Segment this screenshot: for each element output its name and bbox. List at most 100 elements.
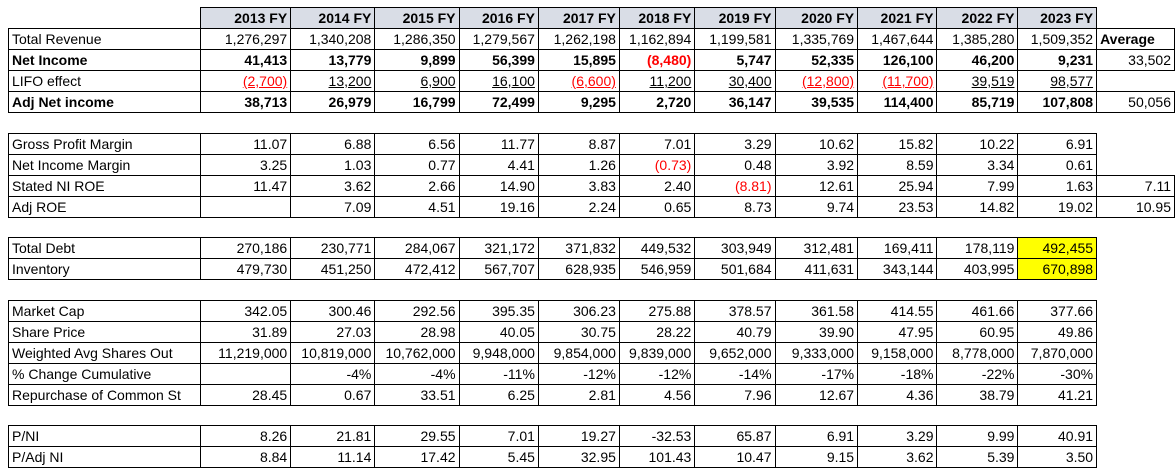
value-cell[interactable]: 15,895 [537,49,620,71]
value-cell[interactable]: 1,335,769 [774,28,859,50]
row-label-cell[interactable]: % Change Cumulative [8,362,201,385]
value-cell[interactable]: -12% [618,362,696,385]
value-cell[interactable]: 5,747 [694,49,776,71]
value-cell[interactable]: 0.67 [290,383,376,406]
value-cell[interactable]: 39,519 [936,70,1019,92]
value-cell[interactable]: 28.98 [374,320,460,343]
value-cell[interactable]: 6.56 [374,132,460,155]
value-cell[interactable]: (2,700) [199,70,292,92]
value-cell[interactable]: 1.03 [290,153,376,176]
value-cell[interactable]: 3.62 [290,174,376,197]
row-label-cell[interactable]: Stated NI ROE [8,174,201,197]
value-cell[interactable]: 3.25 [199,153,292,176]
row-label-cell[interactable]: Adj ROE [8,195,201,218]
value-cell[interactable]: 8.59 [857,153,938,176]
value-cell[interactable]: 0.61 [1017,153,1098,176]
value-cell[interactable]: 10.62 [774,132,859,155]
value-cell[interactable]: 7.99 [936,174,1019,197]
value-cell[interactable]: 6.91 [774,425,859,447]
value-cell[interactable]: 451,250 [290,258,376,280]
value-cell[interactable]: 169,411 [857,237,938,259]
value-cell[interactable]: 449,532 [618,237,696,259]
value-cell[interactable]: 284,067 [374,237,460,259]
header-corner-cell[interactable] [9,8,201,29]
average-cell[interactable]: Average [1096,28,1175,50]
row-label-cell[interactable]: Market Cap [8,299,201,322]
year-header-cell[interactable]: 2013 FY [199,7,292,29]
value-cell[interactable] [199,362,292,385]
value-cell[interactable]: -30% [1017,362,1098,385]
value-cell[interactable]: 13,779 [290,49,376,71]
average-cell[interactable] [1097,259,1175,280]
average-cell[interactable] [1097,384,1175,405]
row-label-cell[interactable]: Total Revenue [8,28,201,50]
average-cell[interactable]: 50,056 [1096,91,1175,113]
value-cell[interactable]: 321,172 [458,237,539,259]
value-cell[interactable]: 3.62 [857,446,938,468]
value-cell[interactable]: 492,455 [1017,237,1098,259]
year-header-cell[interactable]: 2019 FY [694,7,776,29]
value-cell[interactable]: 0.65 [618,195,696,218]
value-cell[interactable]: 11.47 [199,174,292,197]
value-cell[interactable]: 1.63 [1017,174,1098,197]
value-cell[interactable]: 114,400 [857,91,938,113]
value-cell[interactable]: 7.09 [290,195,376,218]
value-cell[interactable]: 8.73 [694,195,776,218]
value-cell[interactable]: 270,186 [199,237,292,259]
value-cell[interactable]: -4% [374,362,460,385]
value-cell[interactable]: 361.58 [774,299,859,322]
year-header-cell[interactable]: 2016 FY [458,7,539,29]
average-cell[interactable] [1097,238,1175,259]
value-cell[interactable]: 19.16 [458,195,539,218]
value-cell[interactable]: 501,684 [694,258,776,280]
value-cell[interactable]: 72,499 [458,91,539,113]
row-label-cell[interactable]: Gross Profit Margin [8,132,201,155]
value-cell[interactable]: 6.88 [290,132,376,155]
value-cell[interactable]: 9,652,000 [694,341,776,364]
value-cell[interactable]: 5.45 [458,446,539,468]
value-cell[interactable]: 19.27 [537,425,620,447]
value-cell[interactable]: 28.22 [618,320,696,343]
value-cell[interactable]: -12% [537,362,620,385]
value-cell[interactable]: 6,900 [374,70,460,92]
value-cell[interactable]: 9,839,000 [618,341,696,364]
value-cell[interactable]: 567,707 [458,258,539,280]
value-cell[interactable]: 17.42 [374,446,460,468]
value-cell[interactable]: 39.90 [774,320,859,343]
value-cell[interactable]: 3.29 [694,132,776,155]
value-cell[interactable]: 1,385,280 [936,28,1019,50]
value-cell[interactable]: 13,200 [290,70,376,92]
value-cell[interactable]: 1,279,567 [458,28,539,50]
value-cell[interactable]: 230,771 [290,237,376,259]
value-cell[interactable]: 27.03 [290,320,376,343]
value-cell[interactable]: 7.01 [458,425,539,447]
value-cell[interactable]: 9.99 [936,425,1019,447]
value-cell[interactable]: 0.77 [374,153,460,176]
row-label-cell[interactable]: P/Adj NI [8,446,201,468]
value-cell[interactable]: 4.41 [458,153,539,176]
value-cell[interactable]: 40.79 [694,320,776,343]
value-cell[interactable]: 12.61 [774,174,859,197]
value-cell[interactable]: 9,948,000 [458,341,539,364]
average-cell[interactable] [1097,133,1175,154]
year-header-cell[interactable]: 2017 FY [537,7,620,29]
value-cell[interactable]: -17% [774,362,859,385]
row-label-cell[interactable]: Net Income Margin [8,153,201,176]
value-cell[interactable]: 4.56 [618,383,696,406]
value-cell[interactable]: 12.67 [774,383,859,406]
value-cell[interactable]: 40.91 [1017,425,1098,447]
average-cell[interactable] [1097,300,1175,321]
row-label-cell[interactable]: Inventory [8,258,201,280]
value-cell[interactable]: 546,959 [618,258,696,280]
value-cell[interactable]: 4.51 [374,195,460,218]
value-cell[interactable]: 414.55 [857,299,938,322]
value-cell[interactable]: 26,979 [290,91,376,113]
value-cell[interactable]: 11,200 [618,70,696,92]
value-cell[interactable]: 1,286,350 [374,28,460,50]
value-cell[interactable]: 3.34 [936,153,1019,176]
value-cell[interactable]: 98,577 [1017,70,1098,92]
average-cell[interactable] [1097,426,1175,447]
value-cell[interactable]: 11,219,000 [199,341,292,364]
value-cell[interactable]: 101.43 [618,446,696,468]
average-cell[interactable] [1097,71,1175,92]
